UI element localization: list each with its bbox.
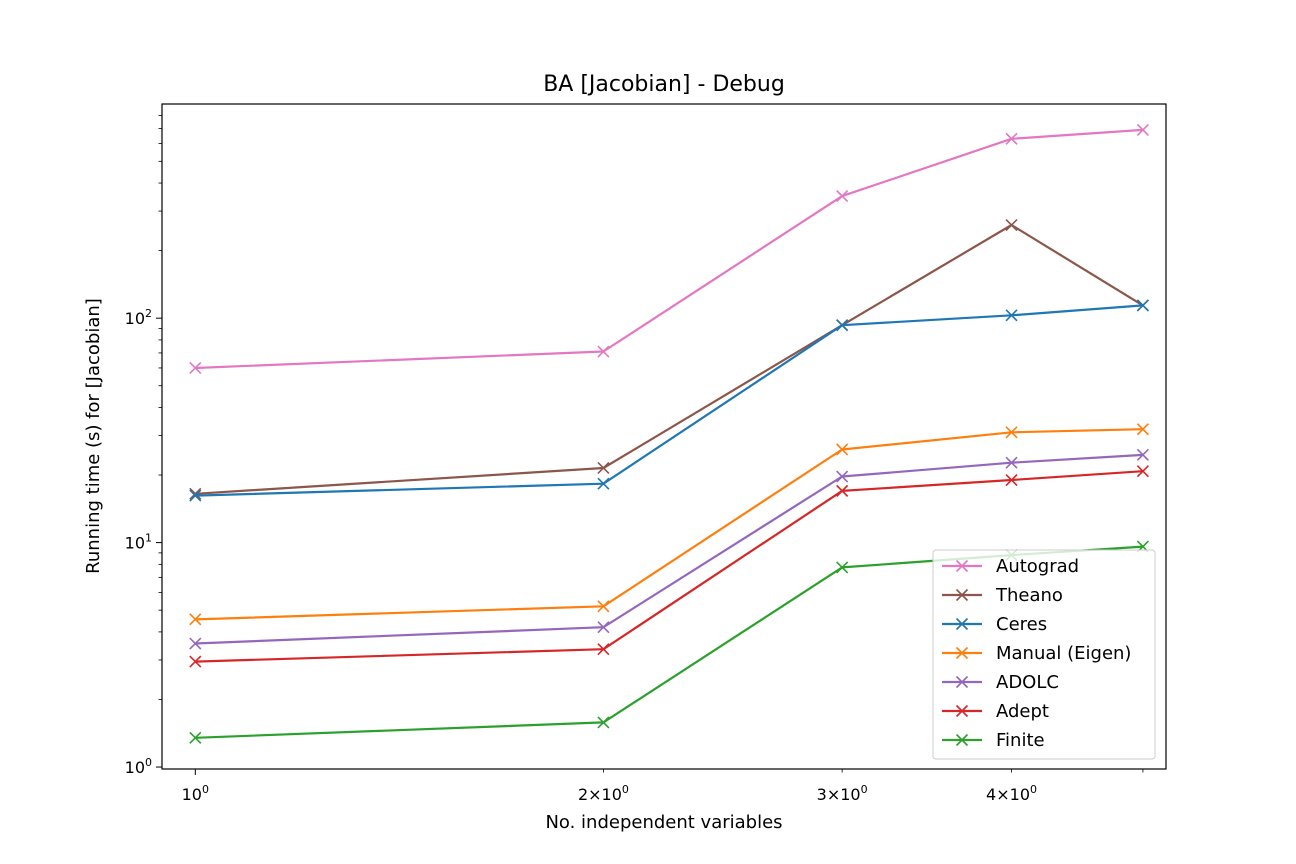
data-point [1136, 299, 1149, 312]
y-tick-label: 101 [125, 532, 152, 553]
legend: Autograd Theano Ceres Manual (Eigen) ADOLC Ad… [932, 549, 1156, 760]
x-tick-label: 2×100 [578, 783, 629, 804]
legend-swatch-marker [955, 704, 969, 718]
data-point [597, 600, 610, 613]
data-point [1136, 448, 1149, 461]
data-point [836, 189, 849, 203]
data-point [1005, 473, 1018, 487]
data-point [597, 643, 610, 656]
x-tick-label: 4×100 [986, 783, 1037, 804]
y-tick-label: 100 [125, 756, 152, 777]
data-point [1005, 218, 1018, 232]
data-point [836, 443, 849, 456]
legend-entry: ADOLC [942, 672, 1059, 693]
chart-title: BA [Jacobian] - Debug [543, 72, 785, 97]
series-adolc [189, 448, 1149, 650]
data-point [1005, 132, 1018, 145]
axis-ticks: 100 101 102 100 2×100 3×100 4×100 [125, 115, 1144, 804]
data-point [189, 489, 202, 502]
data-point [1005, 309, 1018, 322]
plot-area-frame [161, 103, 1167, 770]
legend-entry: Theano [942, 585, 1063, 606]
series-manual-eigen [189, 423, 1149, 626]
legend-entry: Ceres [942, 614, 1047, 635]
legend-label: Finite [996, 730, 1045, 751]
x-axis-label: No. independent variables [545, 812, 782, 833]
legend-label: Manual (Eigen) [996, 643, 1131, 664]
data-point [836, 484, 849, 497]
data-point [189, 655, 202, 668]
data-point [597, 716, 610, 729]
series-autograd [189, 123, 1149, 375]
data-point [189, 637, 202, 650]
legend-entry: Adept [942, 701, 1049, 722]
legend-swatch-marker [955, 588, 969, 602]
legend-swatch-marker [955, 617, 969, 631]
data-point [1136, 465, 1149, 478]
legend-box [932, 549, 1156, 760]
legend-entry: Autograd [942, 556, 1079, 577]
legend-label: Ceres [996, 614, 1047, 635]
series-lines [189, 123, 1149, 744]
data-point [597, 621, 610, 634]
data-point [189, 613, 202, 626]
legend-entry: Finite [942, 730, 1045, 751]
series-adept [189, 465, 1149, 668]
data-point [1136, 123, 1149, 136]
data-point [836, 561, 849, 574]
data-point [597, 345, 610, 358]
legend-label: Autograd [996, 556, 1079, 577]
data-point [1005, 456, 1018, 469]
data-point [189, 487, 202, 500]
data-point [189, 361, 202, 375]
legend-label: Adept [996, 701, 1049, 722]
x-tick-label: 3×100 [817, 783, 868, 804]
legend-swatch-marker [955, 675, 969, 689]
legend-swatch-marker [955, 646, 969, 660]
data-point [836, 470, 849, 483]
y-tick-label: 102 [125, 307, 152, 328]
legend-label: ADOLC [996, 672, 1059, 693]
legend-label: Theano [995, 585, 1063, 606]
series-ceres [189, 299, 1149, 502]
legend-entry: Manual (Eigen) [942, 643, 1131, 664]
data-point [1005, 426, 1018, 439]
y-axis-label: Running time (s) for [Jacobian] [83, 298, 104, 574]
data-point [597, 461, 610, 475]
data-point [597, 477, 610, 490]
legend-swatch-marker [955, 559, 969, 573]
data-point [836, 319, 849, 332]
data-point [189, 731, 202, 744]
data-point [1136, 423, 1149, 436]
x-tick-label: 100 [182, 783, 209, 804]
legend-swatch-marker [955, 733, 969, 747]
